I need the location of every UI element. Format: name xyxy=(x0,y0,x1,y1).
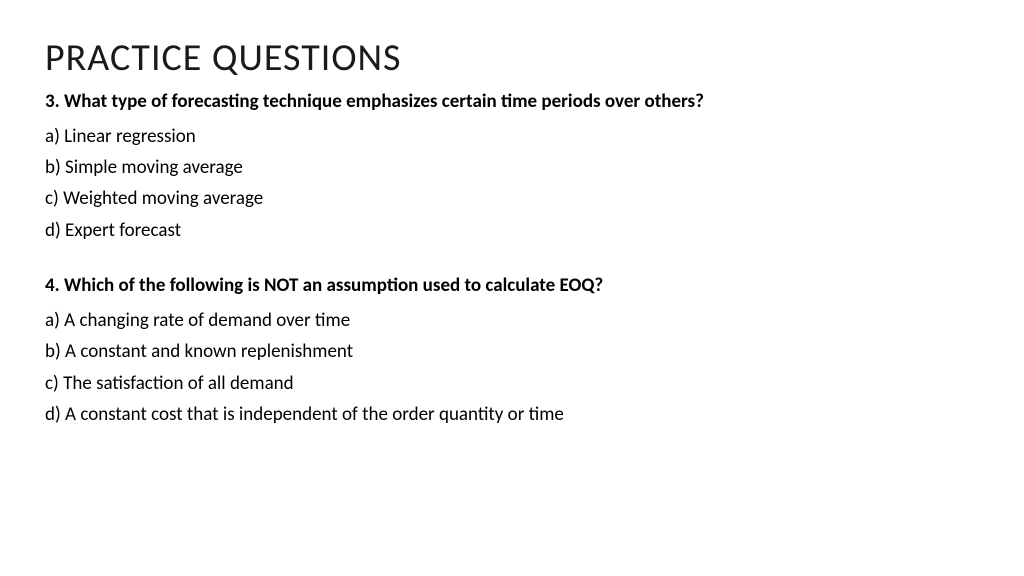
question-option: d) A constant cost that is independent o… xyxy=(45,400,979,429)
question-option: b) Simple moving average xyxy=(45,153,979,182)
question-prompt: 4. Which of the following is NOT an assu… xyxy=(45,273,979,300)
question-option: b) A constant and known replenishment xyxy=(45,337,979,366)
question-option: a) A changing rate of demand over time xyxy=(45,306,979,335)
question-option: d) Expert forecast xyxy=(45,216,979,245)
question-option: a) Linear regression xyxy=(45,122,979,151)
question-option: c) Weighted moving average xyxy=(45,184,979,213)
question-block-3: 3. What type of forecasting technique em… xyxy=(45,89,979,245)
question-prompt: 3. What type of forecasting technique em… xyxy=(45,89,979,116)
question-block-4: 4. Which of the following is NOT an assu… xyxy=(45,273,979,429)
page-title: PRACTICE QUESTIONS xyxy=(45,35,979,81)
question-option: c) The satisfaction of all demand xyxy=(45,369,979,398)
